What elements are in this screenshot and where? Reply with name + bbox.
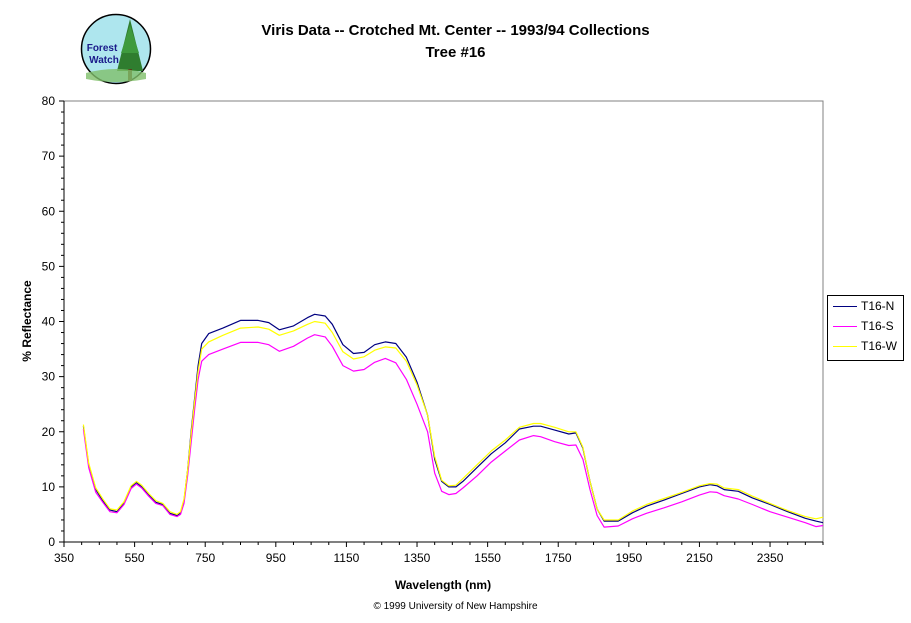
- series-line-t16-n: [82, 313, 824, 524]
- legend-label-t16-w: T16-W: [861, 339, 897, 353]
- y-tick-label: 70: [42, 149, 56, 163]
- legend-item-t16-w: T16-W: [828, 336, 903, 356]
- x-tick-label: 950: [266, 551, 286, 565]
- y-axis-label: % Reflectance: [20, 280, 34, 362]
- x-tick-label: 1550: [474, 551, 501, 565]
- chart-title: Viris Data -- Crotched Mt. Center -- 199…: [261, 22, 650, 39]
- legend-swatch-t16-s: [833, 326, 857, 327]
- x-tick-label: 1350: [404, 551, 431, 565]
- legend-label-t16-s: T16-S: [861, 319, 894, 333]
- x-tick-label: 1750: [545, 551, 572, 565]
- legend-swatch-t16-w: [833, 346, 857, 347]
- y-tick-label: 10: [42, 480, 56, 494]
- x-tick-label: 1950: [615, 551, 642, 565]
- legend-label-t16-n: T16-N: [861, 299, 895, 313]
- legend-item-t16-n: T16-N: [828, 296, 903, 316]
- chart-subtitle: Tree #16: [425, 44, 486, 61]
- y-tick-label: 80: [42, 94, 56, 108]
- y-tick-label: 50: [42, 259, 56, 273]
- y-tick-label: 0: [48, 535, 55, 549]
- x-tick-label: 2350: [757, 551, 784, 565]
- plot-area: [63, 100, 824, 543]
- x-axis-label: Wavelength (nm): [395, 578, 491, 592]
- y-ticks: 0 10 20 30 40 50 60 70 80: [42, 94, 64, 549]
- legend-item-t16-s: T16-S: [828, 316, 903, 336]
- x-tick-label: 1150: [334, 551, 360, 565]
- y-tick-label: 40: [42, 315, 56, 329]
- x-tick-label: 550: [125, 551, 145, 565]
- logo-text-forest: Forest: [87, 43, 118, 54]
- copyright-credit: © 1999 University of New Hampshire: [373, 601, 538, 612]
- x-ticks: 350 550 750 950 1150 1350 1550 1750 1950 2150 2350: [54, 542, 824, 565]
- chart-legend: T16-N T16-S T16-W: [827, 295, 904, 361]
- x-tick-label: 350: [54, 551, 74, 565]
- x-tick-label: 750: [195, 551, 215, 565]
- logo-text-watch: Watch: [89, 55, 119, 66]
- series-line-t16-s: [82, 334, 824, 528]
- legend-swatch-t16-n: [833, 306, 857, 307]
- forest-watch-logo: Forest Watch: [80, 13, 152, 85]
- series-lines: [82, 313, 824, 528]
- y-tick-label: 60: [42, 204, 56, 218]
- series-line-t16-w: [82, 320, 824, 521]
- y-tick-label: 20: [42, 425, 56, 439]
- x-tick-label: 2150: [686, 551, 713, 565]
- y-tick-label: 30: [42, 370, 56, 384]
